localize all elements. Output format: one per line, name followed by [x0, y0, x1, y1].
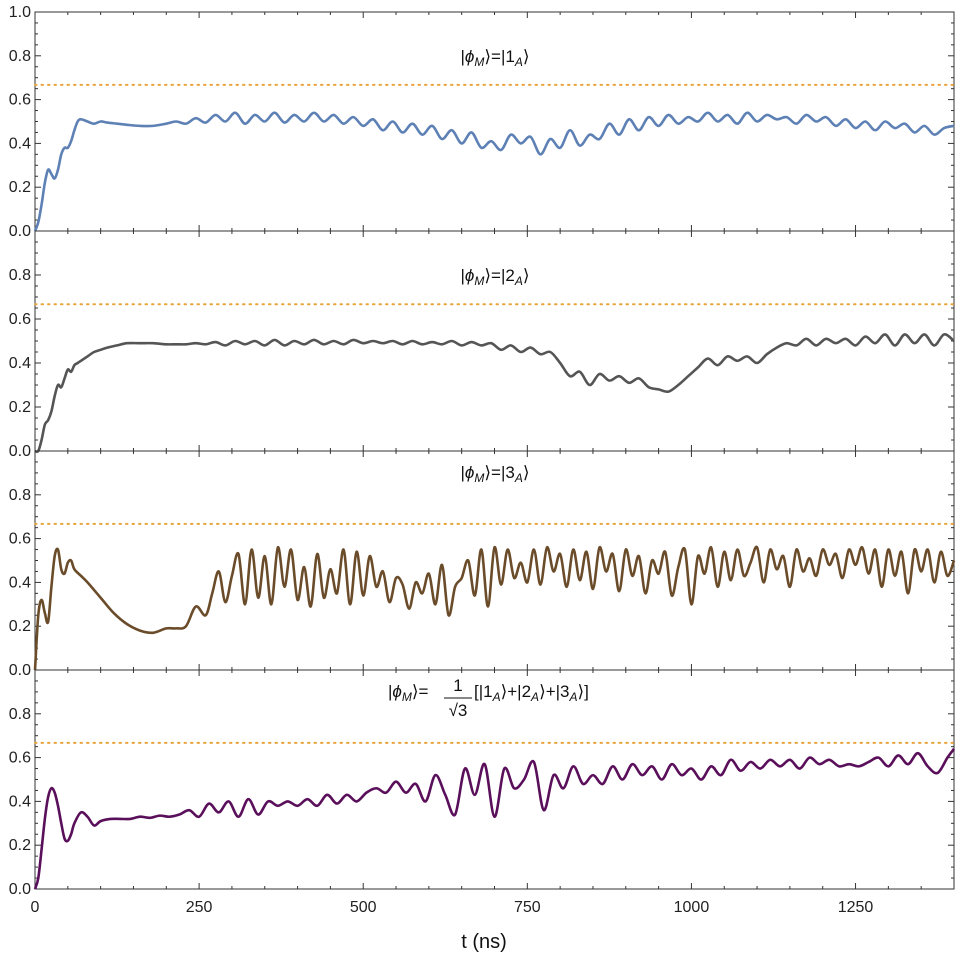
x-tick-label: 750 — [514, 899, 541, 916]
x-axis: 0 250 500 750 1000 1250 — [31, 899, 874, 916]
fraction-denominator: √3 — [449, 701, 468, 720]
state-label: |ϕM⟩=|1A⟩ — [461, 47, 530, 69]
y-tick-label: 0.0 — [9, 443, 31, 460]
y-tick-label: 0.4 — [9, 355, 31, 372]
y-tick-label: 1.0 — [9, 4, 31, 21]
fraction-numerator: 1 — [453, 676, 462, 695]
x-tick-label: 250 — [186, 899, 213, 916]
series-line-1 — [33, 748, 956, 890]
x-tick-label: 0 — [31, 899, 40, 916]
x-tick-label: 500 — [350, 899, 377, 916]
y-tick-label: 0.8 — [9, 48, 31, 65]
x-tick-label: 1000 — [674, 899, 710, 916]
state-label: |ϕM⟩= — [388, 682, 429, 704]
y-tick-label: 0.8 — [9, 487, 31, 504]
y-tick-label: 0.0 — [9, 662, 31, 679]
state-expression: [|1A⟩+|2A⟩+|3A⟩] — [474, 682, 589, 704]
y-tick-label: 0.6 — [9, 750, 31, 767]
y-tick-label: 0.2 — [9, 179, 31, 196]
panel-2: 0.0 0.2 0.4 0.6 0.8 |ϕM⟩=|2A⟩ — [9, 230, 955, 460]
y-tick-label: 0.6 — [9, 531, 31, 548]
panel-frame — [34, 230, 955, 452]
y-tick-label: 0.4 — [9, 135, 31, 152]
state-label: |ϕM⟩=|2A⟩ — [461, 266, 530, 288]
y-tick-label: 0.4 — [9, 793, 31, 810]
panel-1: 0.0 0.2 0.4 0.6 0.8 1.0 |ϕM⟩=|1A⟩ — [9, 4, 955, 240]
x-axis-label: t (ns) — [461, 931, 507, 953]
panel-frame — [34, 450, 955, 671]
y-tick-label: 0.2 — [9, 399, 31, 416]
y-tick-label: 0.8 — [9, 706, 31, 723]
state-label: |ϕM⟩=|3A⟩ — [461, 463, 530, 485]
panel-3: 0.0 0.2 0.4 0.6 0.8 |ϕM⟩=|3A⟩ — [9, 450, 956, 679]
series-line-1 — [33, 111, 955, 232]
y-tick-label: 0.2 — [9, 618, 31, 635]
x-tick-label: 1250 — [838, 899, 874, 916]
y-tick-label: 0.0 — [9, 881, 31, 898]
y-tick-label: 0.8 — [9, 267, 31, 284]
series-line-1 — [33, 545, 956, 671]
y-tick-label: 0.2 — [9, 837, 31, 854]
y-tick-label: 0.0 — [9, 223, 31, 240]
y-tick-label: 0.6 — [9, 92, 31, 109]
series-line-1 — [34, 333, 955, 454]
panel-4: 0.0 0.2 0.4 0.6 0.8 |ϕM⟩= 1 √3 [|1A⟩+|2A⟩+|3A⟩] — [9, 669, 956, 898]
y-tick-label: 0.6 — [9, 311, 31, 328]
y-tick-label: 0.4 — [9, 574, 31, 591]
